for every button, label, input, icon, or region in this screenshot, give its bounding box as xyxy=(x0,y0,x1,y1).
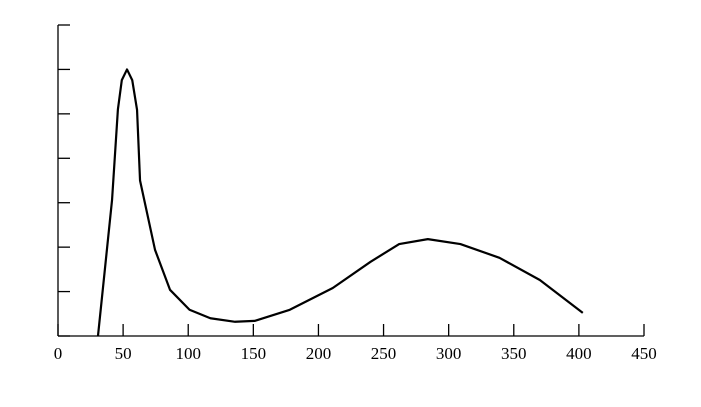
x-tick-label: 450 xyxy=(631,344,657,363)
line-series xyxy=(96,68,584,337)
x-tick-label: 350 xyxy=(501,344,527,363)
x-tick-label: 400 xyxy=(566,344,592,363)
x-tick-label: 50 xyxy=(115,344,132,363)
x-tick-label: 300 xyxy=(436,344,462,363)
x-tick-label: 200 xyxy=(306,344,332,363)
x-tick-label: 100 xyxy=(175,344,201,363)
x-tick-label: 150 xyxy=(241,344,267,363)
x-tick-label: 250 xyxy=(371,344,397,363)
x-tick-label: 0 xyxy=(54,344,63,363)
